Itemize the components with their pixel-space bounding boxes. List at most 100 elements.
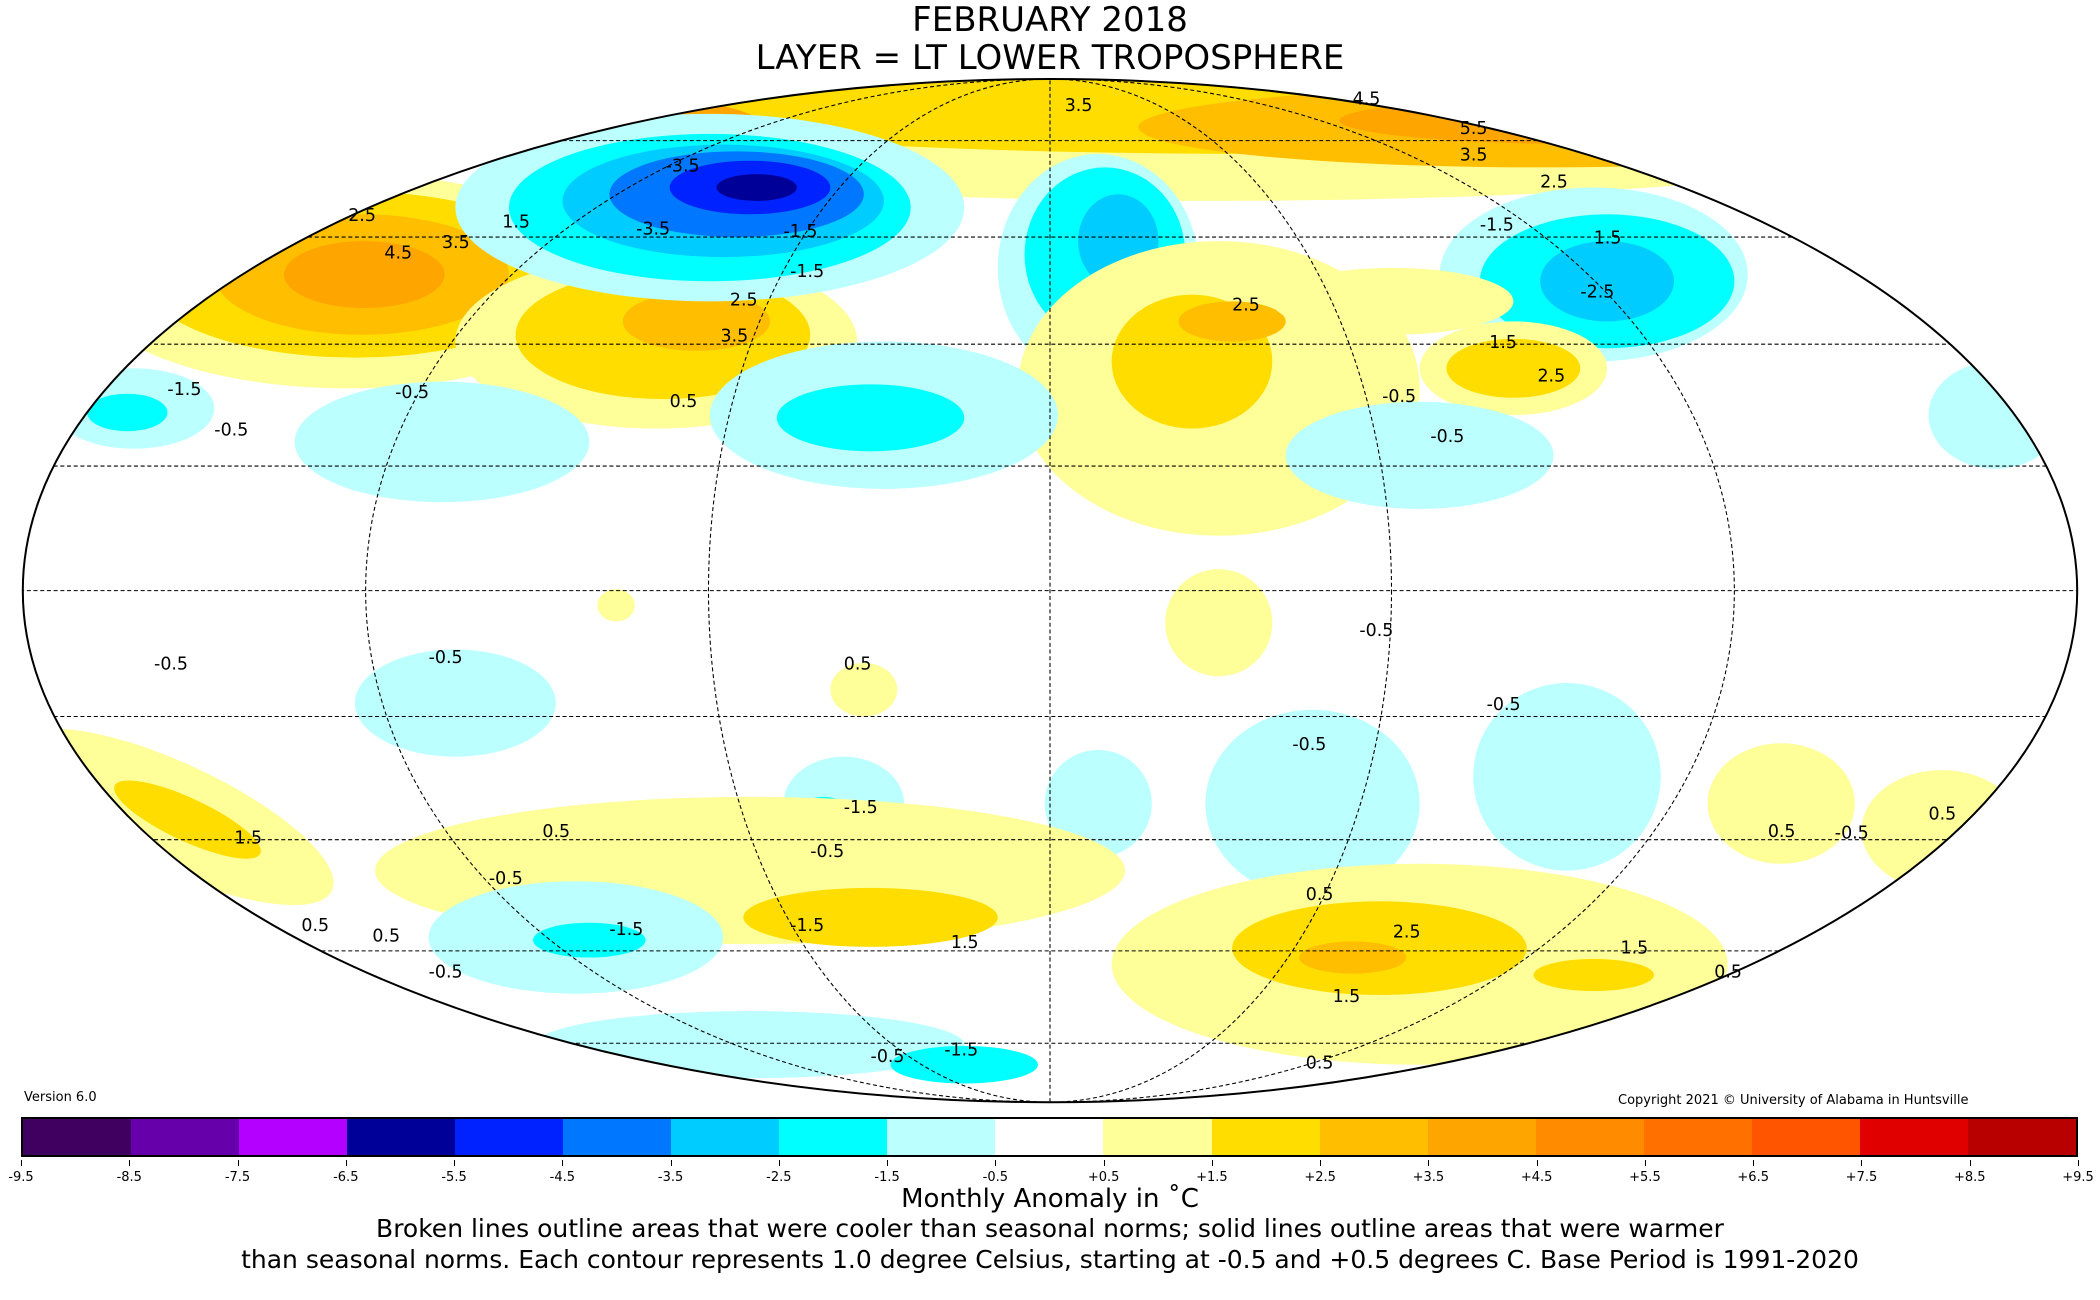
- contour-label: 2.5: [730, 290, 758, 310]
- contour-label: -3.5: [636, 219, 670, 239]
- contour-label: 2.5: [348, 206, 376, 226]
- colorbar-ticks: -9.5 -8.5 -7.5 -6.5 -5.5 -4.5 -3.5 -2.5 -1.5 -0.5…: [8, 1160, 2094, 1190]
- colorbar-tick-label: -8.5: [116, 1170, 142, 1185]
- contour-label: -0.5: [1359, 621, 1393, 641]
- colorbar-tick-label: -0.5: [982, 1170, 1009, 1185]
- contour-label: -1.5: [167, 380, 201, 400]
- colorbar-tick: [1211, 1160, 1213, 1166]
- contour-label: 4.5: [1353, 89, 1381, 109]
- contour-label: 0.5: [1929, 805, 1957, 825]
- colorbar-tick-label: -9.5: [8, 1170, 34, 1185]
- colorbar-tick-label: +4.5: [1520, 1170, 1553, 1185]
- colorbar-tick-label: -4.5: [549, 1170, 575, 1185]
- contour-label: -1.5: [609, 920, 643, 940]
- colorbar-tick: [1536, 1160, 1538, 1166]
- colorbar-tick-label: +9.5: [2062, 1170, 2094, 1185]
- contour-label: -1.5: [783, 222, 817, 242]
- contour-label: 0.5: [1306, 885, 1334, 905]
- colorbar-tick: [995, 1160, 997, 1166]
- contour-label: 2.5: [1232, 296, 1260, 316]
- colorbar-swatch: [455, 1119, 564, 1155]
- contour-label: 1.5: [234, 829, 262, 849]
- contour-label: -1.5: [1480, 215, 1514, 235]
- colorbar-tick: [562, 1160, 564, 1166]
- contour-label: 3.5: [721, 327, 749, 347]
- colorbar-tick-label: +1.5: [1196, 1170, 1228, 1185]
- contour-label: -0.5: [1487, 695, 1521, 715]
- colorbar-tick-label: +2.5: [1304, 1170, 1336, 1185]
- contour-label: -1.5: [844, 798, 878, 818]
- contour-label: -1.5: [944, 1040, 978, 1060]
- globe-outline: [21, 78, 2079, 1104]
- colorbar-swatch: [1535, 1119, 1644, 1155]
- colorbar-swatch: [131, 1119, 240, 1155]
- contour-label: 3.5: [1065, 96, 1093, 116]
- colorbar-tick-label: -6.5: [333, 1170, 359, 1185]
- contour-label: 2.5: [1537, 367, 1565, 387]
- colorbar-swatch: [239, 1119, 348, 1155]
- contour-label: 2.5: [1393, 922, 1421, 942]
- contour-label: 1.5: [1594, 229, 1622, 249]
- version-label: Version 6.0: [24, 1090, 97, 1105]
- contour-label: -2.5: [1580, 282, 1614, 302]
- colorbar: [21, 1117, 2078, 1157]
- colorbar-tick: [345, 1160, 347, 1166]
- contour-label: -0.5: [489, 869, 523, 889]
- colorbar-tick: [1753, 1160, 1755, 1166]
- colorbar-tick-label: -7.5: [224, 1170, 251, 1185]
- contour-label: -0.5: [395, 383, 429, 403]
- contour-label: 1.5: [1621, 939, 1649, 959]
- colorbar-swatch: [1967, 1119, 2076, 1155]
- contour-label: 0.5: [844, 655, 872, 675]
- colorbar-tick-label: +3.5: [1412, 1170, 1445, 1185]
- colorbar-tick-label: +5.5: [1629, 1170, 1661, 1185]
- colorbar-swatch: [1427, 1119, 1536, 1155]
- colorbar-swatch: [887, 1119, 996, 1155]
- contour-label: -0.5: [429, 963, 463, 983]
- contour-label: -0.5: [154, 655, 188, 675]
- colorbar-tick-label: +8.5: [1953, 1170, 1986, 1185]
- colorbar-tick: [1103, 1160, 1105, 1166]
- colorbar-swatch: [1751, 1119, 1860, 1155]
- map-subtitle: LAYER = LT LOWER TROPOSPHERE: [755, 38, 1345, 78]
- colorbar-tick: [454, 1160, 456, 1166]
- contour-label: 1.5: [1333, 987, 1361, 1007]
- contour-label: 0.5: [1768, 822, 1796, 842]
- colorbar-tick: [1320, 1160, 1322, 1166]
- contour-label: 0.5: [670, 392, 698, 412]
- colorbar-tick-label: -2.5: [766, 1170, 792, 1185]
- contour-label: 3.5: [1460, 146, 1488, 166]
- contour-label: -1.5: [790, 262, 824, 282]
- contour-label: 1.5: [1489, 333, 1517, 353]
- colorbar-units-label: Monthly Anomaly in ˚C: [901, 1184, 1199, 1214]
- colorbar-swatch: [779, 1119, 888, 1155]
- colorbar-tick-label: -3.5: [657, 1170, 684, 1185]
- colorbar-tick: [1969, 1160, 1971, 1166]
- map-title: FEBRUARY 2018: [912, 0, 1188, 40]
- contour-label: 0.5: [1714, 963, 1742, 983]
- contour-label: -0.5: [871, 1047, 905, 1067]
- contour-label: 0.5: [372, 926, 400, 946]
- contour-label: -1.5: [790, 916, 824, 936]
- contour-label: -0.5: [1382, 387, 1416, 407]
- colorbar-swatch: [995, 1119, 1104, 1155]
- colorbar-swatch: [1319, 1119, 1428, 1155]
- colorbar-tick: [1861, 1160, 1863, 1166]
- contour-label: -0.5: [429, 648, 463, 668]
- contour-label: 0.5: [1306, 1054, 1334, 1074]
- colorbar-swatch: [23, 1119, 132, 1155]
- colorbar-swatch: [563, 1119, 672, 1155]
- colorbar-swatch: [1859, 1119, 1968, 1155]
- contour-label: -3.5: [666, 156, 700, 176]
- colorbar-tick: [2078, 1160, 2079, 1166]
- colorbar-tick: [1644, 1160, 1646, 1166]
- contour-label: 1.5: [502, 213, 530, 233]
- colorbar-swatch: [671, 1119, 780, 1155]
- colorbar-tick-label: -1.5: [874, 1170, 900, 1185]
- contour-label: 0.5: [542, 822, 570, 842]
- caption-line-1: Broken lines outline areas that were coo…: [376, 1214, 1724, 1243]
- colorbar-tick: [1428, 1160, 1430, 1166]
- contour-label: 1.5: [951, 933, 979, 953]
- caption-line-2: than seasonal norms. Each contour repres…: [241, 1245, 1859, 1274]
